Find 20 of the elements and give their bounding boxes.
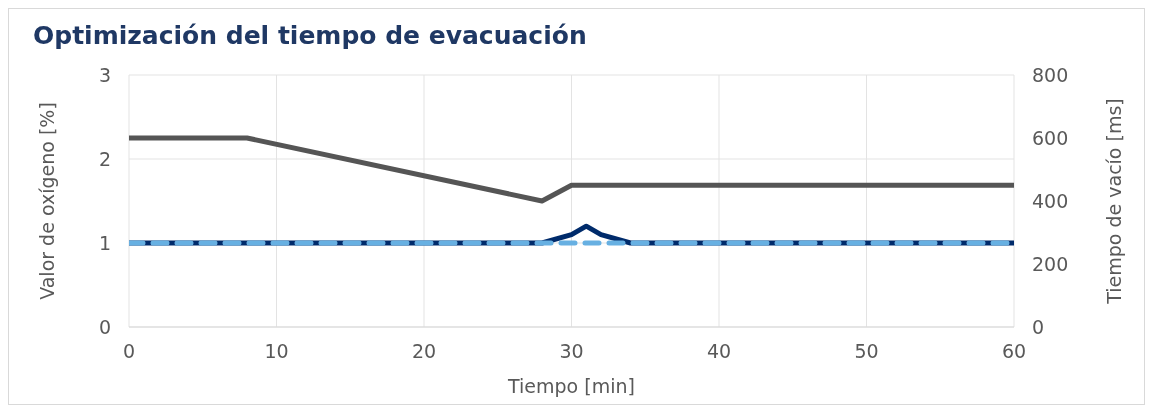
x-tick-label: 50 (854, 340, 879, 363)
x-tick-label: 40 (706, 340, 732, 363)
y2-tick-label: 200 (1032, 252, 1069, 275)
chart-title: Optimización del tiempo de evacuación (32, 20, 588, 52)
x-axis-title: Tiempo [min] (507, 375, 635, 397)
x-tick-label: 20 (411, 340, 437, 363)
y-axis-title: Valor de oxígeno [%] (35, 102, 58, 300)
y2-tick-label: 0 (1032, 315, 1045, 338)
y-tick-label: 2 (98, 147, 111, 170)
y-tick-label: 0 (98, 315, 111, 338)
y2-tick-label: 600 (1032, 126, 1069, 149)
y2-axis-title: Tiempo de vacío [ms] (1102, 98, 1125, 305)
x-tick-label: 10 (264, 340, 289, 363)
x-tick-label: 60 (1001, 340, 1027, 363)
y2-tick-label: 400 (1032, 189, 1069, 212)
y2-tick-label: 800 (1032, 63, 1069, 86)
x-tick-label: 0 (122, 340, 136, 363)
y-tick-label: 1 (98, 231, 111, 254)
x-tick-label: 30 (559, 340, 584, 363)
y-tick-label: 3 (98, 63, 111, 86)
